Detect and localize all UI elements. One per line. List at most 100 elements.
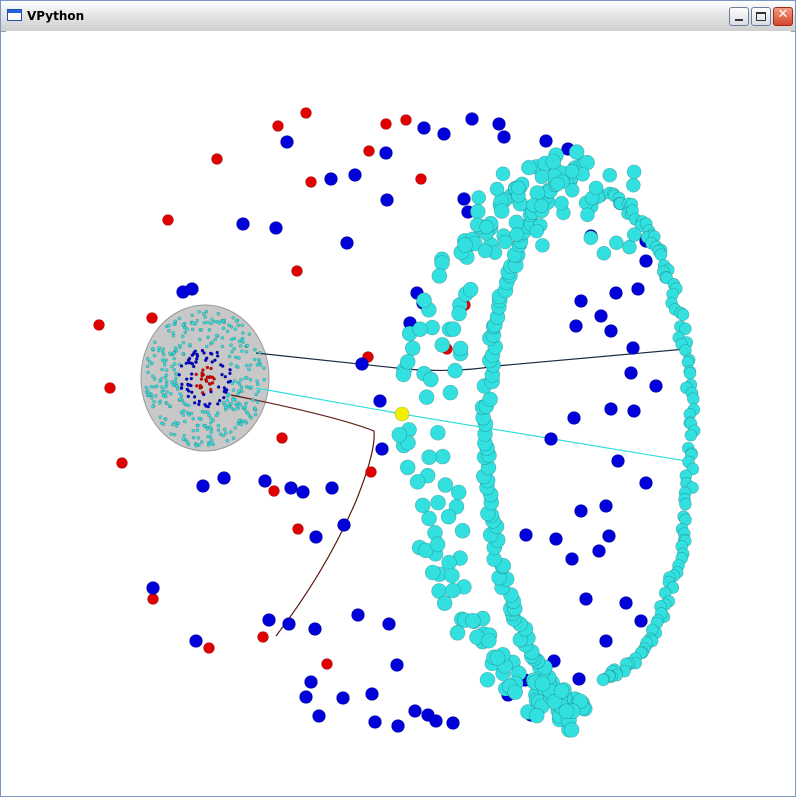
- disk-particle: [247, 367, 251, 372]
- disk-particle: [190, 327, 195, 332]
- blue-particle: [594, 309, 608, 323]
- cyan-particle: [462, 281, 479, 298]
- disk-particle: [207, 401, 212, 406]
- disk-particle: [191, 364, 196, 369]
- disk-particle: [239, 422, 244, 427]
- disk-particle: [194, 384, 199, 388]
- blue-particle: [544, 432, 558, 446]
- blue-particle: [365, 687, 379, 701]
- cyan-particle: [534, 169, 550, 185]
- cyan-particle: [399, 354, 416, 370]
- disk-particle: [167, 329, 171, 333]
- disk-particle: [167, 323, 171, 328]
- maximize-button[interactable]: [751, 7, 771, 26]
- blue-particle: [236, 217, 250, 231]
- cyan-particle: [447, 362, 463, 379]
- disk-particle: [255, 379, 259, 383]
- disk-particle: [237, 339, 242, 344]
- disk-particle: [217, 321, 222, 325]
- disk-particle: [191, 416, 195, 421]
- cyan-particle: [444, 567, 460, 584]
- close-button[interactable]: ✕: [773, 7, 793, 26]
- disk-particle: [203, 402, 207, 407]
- disk-particle: [165, 390, 169, 394]
- disk-particle: [223, 402, 227, 407]
- blue-particle: [280, 135, 294, 149]
- disk-particle: [200, 390, 205, 395]
- cyan-particle: [521, 159, 537, 176]
- blue-particle: [355, 357, 369, 371]
- disk-particle: [158, 415, 163, 419]
- disk-particle: [215, 350, 220, 355]
- disk-particle: [149, 384, 153, 389]
- disk-particle: [181, 351, 186, 356]
- disk-particle: [172, 362, 177, 366]
- disk-particle: [208, 425, 212, 429]
- disk-particle: [150, 396, 154, 400]
- window-icon[interactable]: [7, 9, 22, 21]
- disk-particle: [197, 337, 202, 342]
- disk-particle: [233, 426, 237, 430]
- disk-particle: [173, 379, 177, 384]
- disk-particle: [204, 356, 209, 360]
- disk-particle: [184, 377, 189, 381]
- disk-particle: [241, 340, 245, 344]
- disk-particle: [164, 379, 169, 383]
- cyan-particle: [434, 337, 451, 353]
- disk-particle: [145, 364, 150, 369]
- disk-particle: [180, 382, 184, 387]
- blue-particle: [631, 282, 645, 296]
- disk-particle: [208, 387, 213, 392]
- blue-particle: [627, 404, 641, 418]
- disk-particle: [171, 331, 176, 335]
- blue-particle: [146, 581, 160, 595]
- scene-canvas[interactable]: [6, 31, 791, 791]
- cyan-particle: [477, 243, 493, 259]
- minimize-button[interactable]: [729, 7, 749, 26]
- disk-particle: [205, 365, 210, 370]
- disk-particle: [238, 402, 243, 407]
- disk-particle: [214, 333, 219, 338]
- disk-particle: [240, 349, 244, 353]
- cyan-particle: [442, 384, 459, 401]
- cyan-particle: [440, 508, 457, 525]
- disk-particle: [207, 328, 212, 332]
- cyan-particle: [431, 268, 448, 284]
- disk-particle: [187, 413, 191, 417]
- disk-particle: [190, 353, 195, 358]
- disk-particle: [262, 366, 266, 370]
- disk-particle: [249, 385, 253, 390]
- disk-particle: [234, 319, 239, 323]
- disk-particle: [256, 382, 260, 387]
- blue-particle: [189, 634, 203, 648]
- cyan-particle: [412, 321, 428, 338]
- disk-particle: [209, 416, 213, 421]
- red-particle: [305, 176, 317, 188]
- cyan-particle: [558, 703, 575, 720]
- title-bar[interactable]: VPython ✕: [1, 1, 795, 32]
- blue-particle: [282, 617, 296, 631]
- disk-particle: [190, 313, 194, 318]
- disk-particle: [181, 323, 186, 327]
- disk-particle: [190, 390, 194, 394]
- disk-particle: [186, 442, 191, 447]
- blue-particle: [574, 504, 588, 518]
- disk-particle: [230, 381, 235, 386]
- disk-particle: [159, 377, 164, 381]
- disk-particle: [180, 334, 185, 339]
- cyan-particle: [421, 510, 437, 527]
- disk-particle: [202, 320, 207, 325]
- disk-particle: [153, 340, 157, 345]
- disk-particle: [191, 321, 195, 325]
- disk-particle: [238, 344, 243, 348]
- trail-cyan: [255, 387, 687, 462]
- blue-particle: [465, 112, 479, 126]
- cyan-particle: [437, 477, 454, 493]
- disk-particle: [170, 364, 174, 369]
- red-particle: [268, 485, 280, 497]
- disk-particle: [210, 375, 215, 380]
- disk-particle: [150, 374, 155, 378]
- red-particle: [211, 153, 223, 165]
- disk-particle: [160, 349, 165, 354]
- disk-particle: [226, 323, 231, 327]
